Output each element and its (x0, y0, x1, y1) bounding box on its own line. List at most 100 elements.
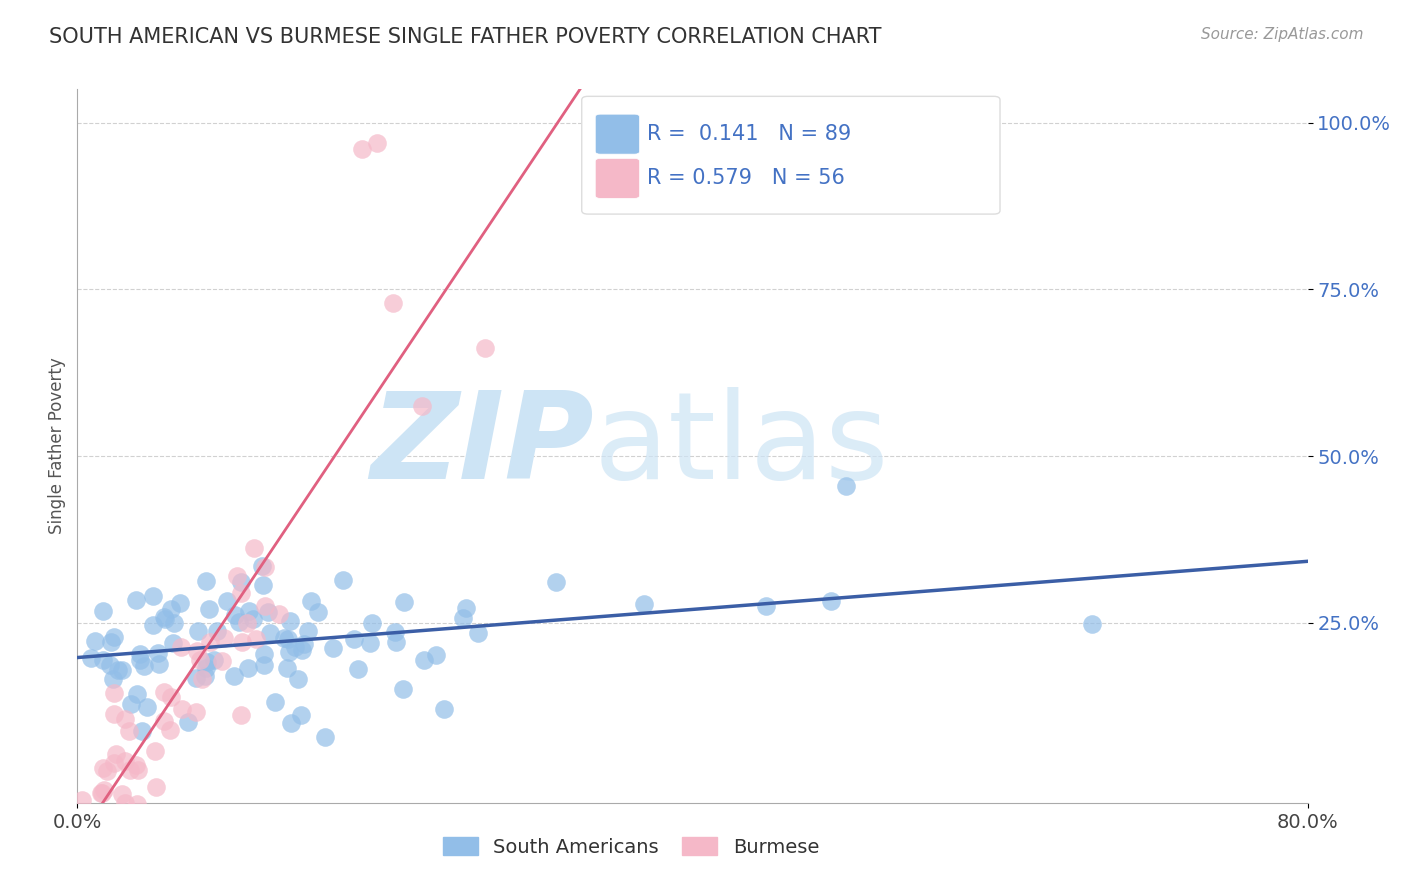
Point (224, 668, 246, 682)
Point (80, 651, 103, 665)
Point (103, 685, 125, 699)
Text: Source: ZipAtlas.com: Source: ZipAtlas.com (1201, 27, 1364, 42)
Point (350, 142, 373, 156)
Point (67, 815, 90, 830)
Point (143, 744, 166, 758)
Point (124, 757, 146, 772)
Point (276, 632, 298, 646)
Point (96, 764, 118, 779)
Point (111, 788, 134, 802)
Point (314, 731, 336, 745)
Point (146, 646, 169, 660)
Point (425, 648, 447, 662)
Point (411, 399, 433, 413)
Point (125, 797, 148, 812)
Point (152, 610, 174, 624)
Point (159, 723, 181, 737)
Point (211, 654, 233, 668)
Point (278, 615, 301, 629)
Point (127, 763, 149, 777)
Point (273, 631, 295, 645)
Point (153, 612, 176, 626)
Point (153, 714, 176, 728)
Point (103, 756, 125, 770)
FancyBboxPatch shape (582, 96, 1000, 214)
Point (107, 663, 129, 677)
Text: R =  0.141   N = 89: R = 0.141 N = 89 (647, 124, 851, 145)
Point (93, 783, 115, 797)
Point (225, 569, 247, 583)
Point (120, 764, 142, 778)
Point (195, 655, 218, 669)
Point (381, 295, 404, 310)
Point (290, 707, 312, 722)
Point (198, 635, 221, 649)
Point (79, 815, 101, 830)
Point (70, 806, 93, 821)
Point (91, 808, 114, 822)
Point (238, 660, 260, 674)
Point (153, 685, 176, 699)
Point (162, 635, 184, 649)
Text: R = 0.579   N = 56: R = 0.579 N = 56 (647, 169, 845, 188)
Point (280, 716, 302, 731)
Point (1081, 617, 1104, 632)
Point (385, 635, 408, 649)
Point (91, 786, 114, 800)
Point (79, 815, 101, 830)
Point (91, 604, 114, 618)
Point (69, 812, 91, 826)
Point (392, 681, 415, 696)
Point (101, 672, 124, 686)
Point (291, 643, 314, 657)
Point (235, 615, 257, 630)
Point (467, 625, 489, 640)
Point (276, 661, 298, 675)
Point (142, 590, 165, 604)
Point (103, 630, 125, 644)
Point (454, 600, 477, 615)
FancyBboxPatch shape (595, 159, 640, 198)
Point (253, 658, 276, 673)
Point (633, 598, 655, 612)
Point (224, 607, 246, 622)
Point (184, 705, 207, 719)
Point (413, 653, 436, 667)
Point (238, 604, 260, 618)
Point (188, 653, 211, 667)
Y-axis label: Single Father Poverty: Single Father Poverty (48, 358, 66, 534)
Legend: South Americans, Burmese: South Americans, Burmese (434, 830, 827, 864)
Point (229, 585, 252, 599)
Point (474, 341, 496, 355)
Point (90, 786, 112, 800)
Point (835, 479, 858, 493)
Point (278, 645, 301, 659)
Point (253, 599, 276, 613)
Point (129, 653, 152, 667)
Point (187, 624, 209, 638)
Point (70, 793, 93, 807)
Point (134, 659, 156, 673)
Point (125, 687, 148, 701)
Point (162, 616, 184, 631)
Point (104, 747, 127, 761)
Point (100, 635, 122, 649)
Point (287, 673, 309, 687)
Point (231, 634, 253, 648)
Point (229, 708, 252, 723)
Point (301, 594, 323, 608)
Point (169, 596, 191, 610)
Point (117, 724, 139, 739)
Point (820, 594, 842, 608)
Point (142, 618, 165, 632)
Point (343, 632, 366, 646)
Point (159, 690, 181, 704)
Text: atlas: atlas (595, 387, 890, 505)
Point (284, 640, 307, 654)
Point (392, 595, 415, 609)
Point (264, 695, 287, 709)
Point (332, 574, 354, 588)
Point (366, 136, 388, 150)
Point (259, 625, 281, 640)
Point (433, 702, 456, 716)
